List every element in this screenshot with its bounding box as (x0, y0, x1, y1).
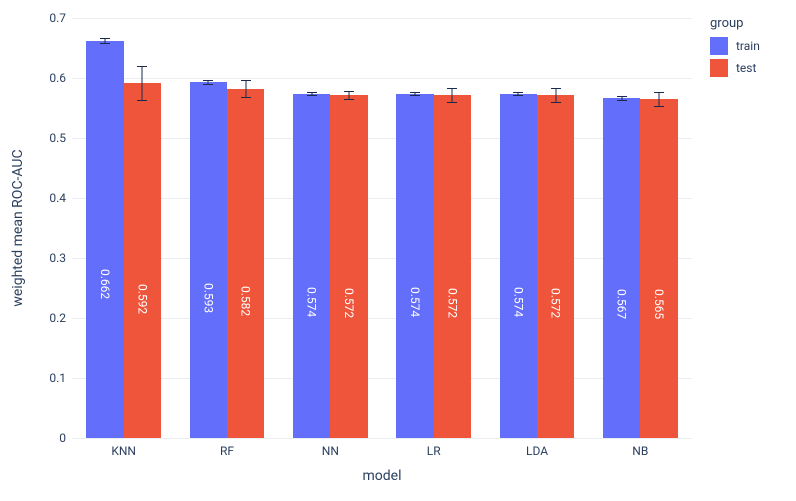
bar-test[interactable]: 0.565 (640, 99, 677, 438)
error-cap (100, 43, 110, 44)
bar-train[interactable]: 0.662 (86, 41, 123, 438)
bar-value-label: 0.572 (342, 288, 356, 318)
error-bar (555, 88, 556, 102)
bar-train[interactable]: 0.574 (500, 94, 537, 438)
error-cap (513, 95, 523, 96)
bar-train[interactable]: 0.593 (190, 82, 227, 438)
legend-swatch (710, 37, 728, 55)
y-tick-label: 0.6 (49, 71, 72, 85)
bar-test[interactable]: 0.572 (537, 95, 574, 438)
gridline (72, 258, 692, 259)
y-tick-label: 0.4 (49, 191, 72, 205)
chart-container: 0 0.1 0.2 0.3 0.4 0.5 0.6 0.7 0.662 0.592 KNN 0.593… (0, 0, 796, 501)
error-cap (513, 92, 523, 93)
gridline (72, 18, 692, 19)
bar-value-label: 0.572 (549, 288, 563, 318)
y-tick-label: 0.2 (49, 311, 72, 325)
bar-value-label: 0.565 (652, 289, 666, 319)
error-cap (137, 66, 147, 67)
bar-value-label: 0.574 (511, 287, 525, 317)
bar-test[interactable]: 0.592 (124, 83, 161, 438)
bar-test[interactable]: 0.572 (330, 95, 367, 438)
legend-label: test (736, 61, 756, 75)
error-cap (100, 38, 110, 39)
bar-value-label: 0.574 (408, 287, 422, 317)
error-cap (203, 80, 213, 81)
x-tick-label: RF (220, 438, 234, 458)
gridline (72, 138, 692, 139)
bar-value-label: 0.574 (305, 287, 319, 317)
bar-value-label: 0.593 (201, 283, 215, 313)
error-bar (245, 80, 246, 97)
error-cap (447, 88, 457, 89)
x-tick-label: NN (322, 438, 339, 458)
error-cap (344, 99, 354, 100)
error-cap (654, 92, 664, 93)
error-cap (344, 91, 354, 92)
gridline (72, 78, 692, 79)
error-cap (241, 80, 251, 81)
error-cap (617, 96, 627, 97)
error-cap (241, 97, 251, 98)
error-bar (452, 88, 453, 102)
legend-item-test[interactable]: test (710, 59, 760, 77)
bar-train[interactable]: 0.574 (293, 94, 330, 438)
legend-item-train[interactable]: train (710, 37, 760, 55)
bar-train[interactable]: 0.567 (603, 98, 640, 438)
bar-value-label: 0.592 (135, 284, 149, 314)
legend: group train test (710, 16, 760, 81)
gridline (72, 198, 692, 199)
legend-swatch (710, 59, 728, 77)
error-cap (410, 92, 420, 93)
y-tick-label: 0.5 (49, 131, 72, 145)
y-tick-label: 0.7 (49, 11, 72, 25)
error-cap (307, 95, 317, 96)
bar-test[interactable]: 0.572 (434, 95, 471, 438)
y-tick-label: 0 (59, 431, 72, 445)
error-cap (654, 106, 664, 107)
error-cap (410, 95, 420, 96)
legend-title: group (710, 16, 760, 31)
x-tick-label: KNN (111, 438, 136, 458)
error-bar (348, 91, 349, 99)
error-bar (658, 92, 659, 106)
error-cap (137, 100, 147, 101)
gridline (72, 378, 692, 379)
y-tick-label: 0.1 (49, 371, 72, 385)
error-cap (307, 92, 317, 93)
bar-test[interactable]: 0.582 (227, 89, 264, 438)
bar-value-label: 0.582 (239, 286, 253, 316)
plot-area: 00.10.20.30.40.50.60.70.6620.592KNN0.593… (72, 18, 692, 438)
y-tick-label: 0.3 (49, 251, 72, 265)
y-axis-label: weighted mean ROC-AUC (10, 149, 26, 306)
gridline (72, 318, 692, 319)
x-axis-label: model (363, 468, 402, 484)
bar-value-label: 0.572 (445, 288, 459, 318)
x-tick-label: NB (632, 438, 648, 458)
gridline (72, 438, 692, 439)
bar-value-label: 0.567 (615, 289, 629, 319)
legend-label: train (736, 39, 760, 53)
x-tick-label: LDA (526, 438, 548, 458)
error-cap (617, 100, 627, 101)
error-cap (203, 84, 213, 85)
error-cap (551, 102, 561, 103)
bar-value-label: 0.662 (98, 269, 112, 299)
error-bar (142, 66, 143, 100)
error-cap (551, 88, 561, 89)
error-cap (447, 102, 457, 103)
bar-train[interactable]: 0.574 (396, 94, 433, 438)
x-tick-label: LR (427, 438, 441, 458)
